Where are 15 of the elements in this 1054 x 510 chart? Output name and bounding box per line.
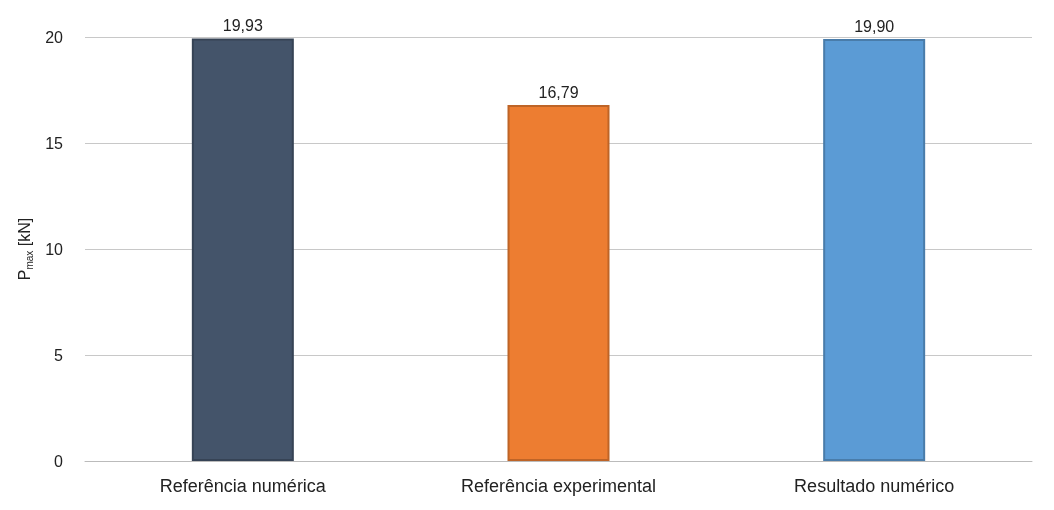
y-tick-label: 10 xyxy=(45,240,64,258)
x-tick-label: Referência experimental xyxy=(460,476,657,496)
y-tick-label: 0 xyxy=(54,452,64,470)
x-tick-label: Referência numérica xyxy=(159,476,327,496)
data-label: 19,90 xyxy=(854,17,895,35)
y-axis-title: Pmax [kN] xyxy=(15,217,35,281)
bar xyxy=(823,39,926,461)
y-tick-label: 20 xyxy=(45,28,64,46)
bar xyxy=(191,38,294,461)
x-tick-label: Resultado numérico xyxy=(794,476,955,496)
y-tick-label: 15 xyxy=(45,134,64,152)
data-label: 16,79 xyxy=(538,83,579,101)
data-label: 19,93 xyxy=(222,16,263,34)
y-tick-label: 5 xyxy=(54,346,64,364)
bar xyxy=(507,105,610,461)
